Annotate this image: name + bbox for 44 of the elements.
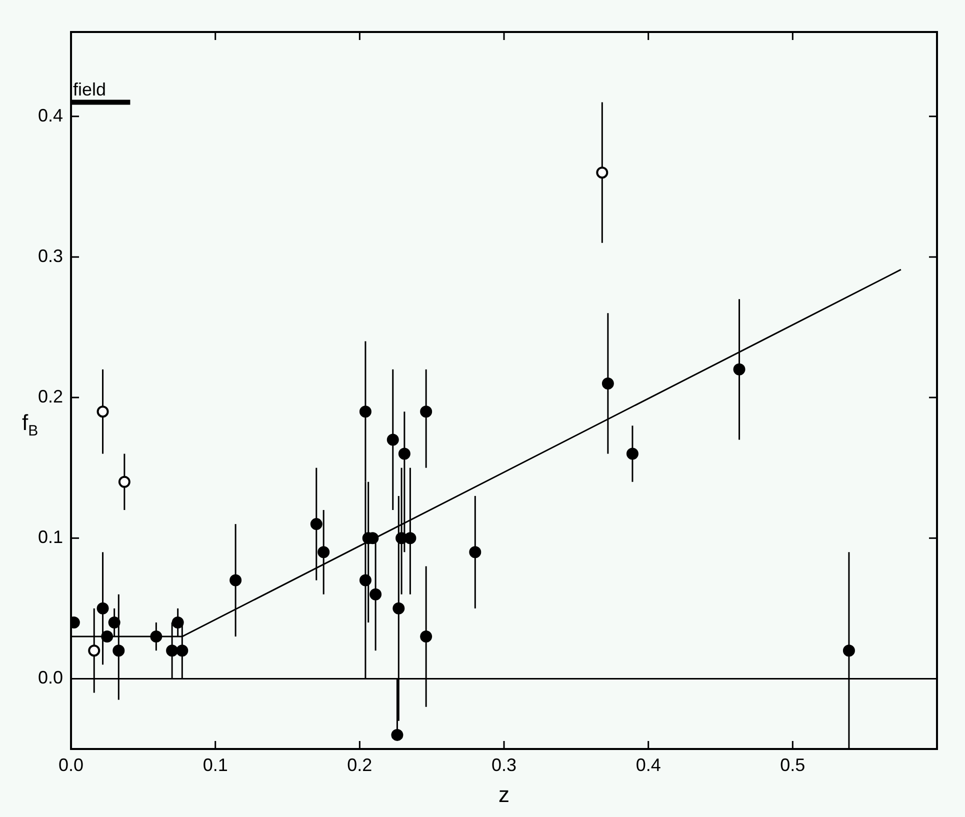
- point: [96, 406, 109, 418]
- point: [359, 406, 372, 418]
- point: [469, 546, 482, 558]
- point: [370, 588, 382, 600]
- point: [96, 602, 109, 614]
- y-tick-label: 0.1: [38, 527, 64, 548]
- y-tick-label: 0.4: [38, 105, 64, 126]
- point: [626, 448, 638, 460]
- point: [386, 434, 399, 446]
- point: [150, 630, 162, 643]
- y-tick-label: 0.3: [38, 246, 64, 266]
- point: [392, 602, 405, 614]
- point: [359, 574, 372, 586]
- point: [602, 377, 614, 390]
- point: [420, 406, 432, 418]
- x-tick-label: 0.0: [58, 754, 84, 775]
- point: [88, 644, 100, 657]
- point: [230, 574, 242, 586]
- x-tick-label: 0.4: [636, 754, 661, 775]
- x-tick-label: 0.5: [780, 754, 806, 775]
- point: [596, 166, 608, 179]
- point: [842, 644, 855, 657]
- point: [172, 616, 184, 628]
- point: [420, 630, 432, 643]
- point: [176, 644, 188, 657]
- point: [101, 630, 114, 643]
- series-label: field: [73, 79, 106, 100]
- point: [310, 518, 322, 530]
- x-tick-label: 0.2: [347, 754, 372, 775]
- y-axis-title: f$_{B}$: [22, 410, 38, 440]
- point: [404, 532, 416, 544]
- point: [112, 644, 125, 657]
- x-tick-label: 0.1: [202, 754, 228, 775]
- point: [108, 616, 120, 628]
- point: [391, 728, 404, 741]
- point: [733, 363, 746, 376]
- point: [318, 546, 330, 558]
- y-tick-label: 0.2: [38, 386, 64, 406]
- y-tick-label: 0.0: [38, 668, 64, 688]
- x-tick-label: 0.3: [491, 754, 517, 775]
- x-axis-title: z: [498, 782, 510, 807]
- point: [118, 476, 130, 488]
- point: [398, 448, 410, 460]
- point: [166, 644, 178, 657]
